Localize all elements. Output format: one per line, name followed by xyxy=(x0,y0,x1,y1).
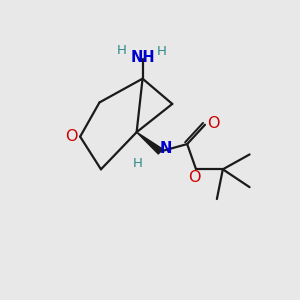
Text: H: H xyxy=(117,44,127,57)
Text: O: O xyxy=(188,170,201,185)
Text: NH: NH xyxy=(130,50,155,65)
Text: O: O xyxy=(66,128,78,143)
Text: H: H xyxy=(133,157,143,170)
Text: H: H xyxy=(157,45,167,58)
Polygon shape xyxy=(136,132,163,154)
Text: O: O xyxy=(207,116,220,131)
Text: N: N xyxy=(160,141,172,156)
